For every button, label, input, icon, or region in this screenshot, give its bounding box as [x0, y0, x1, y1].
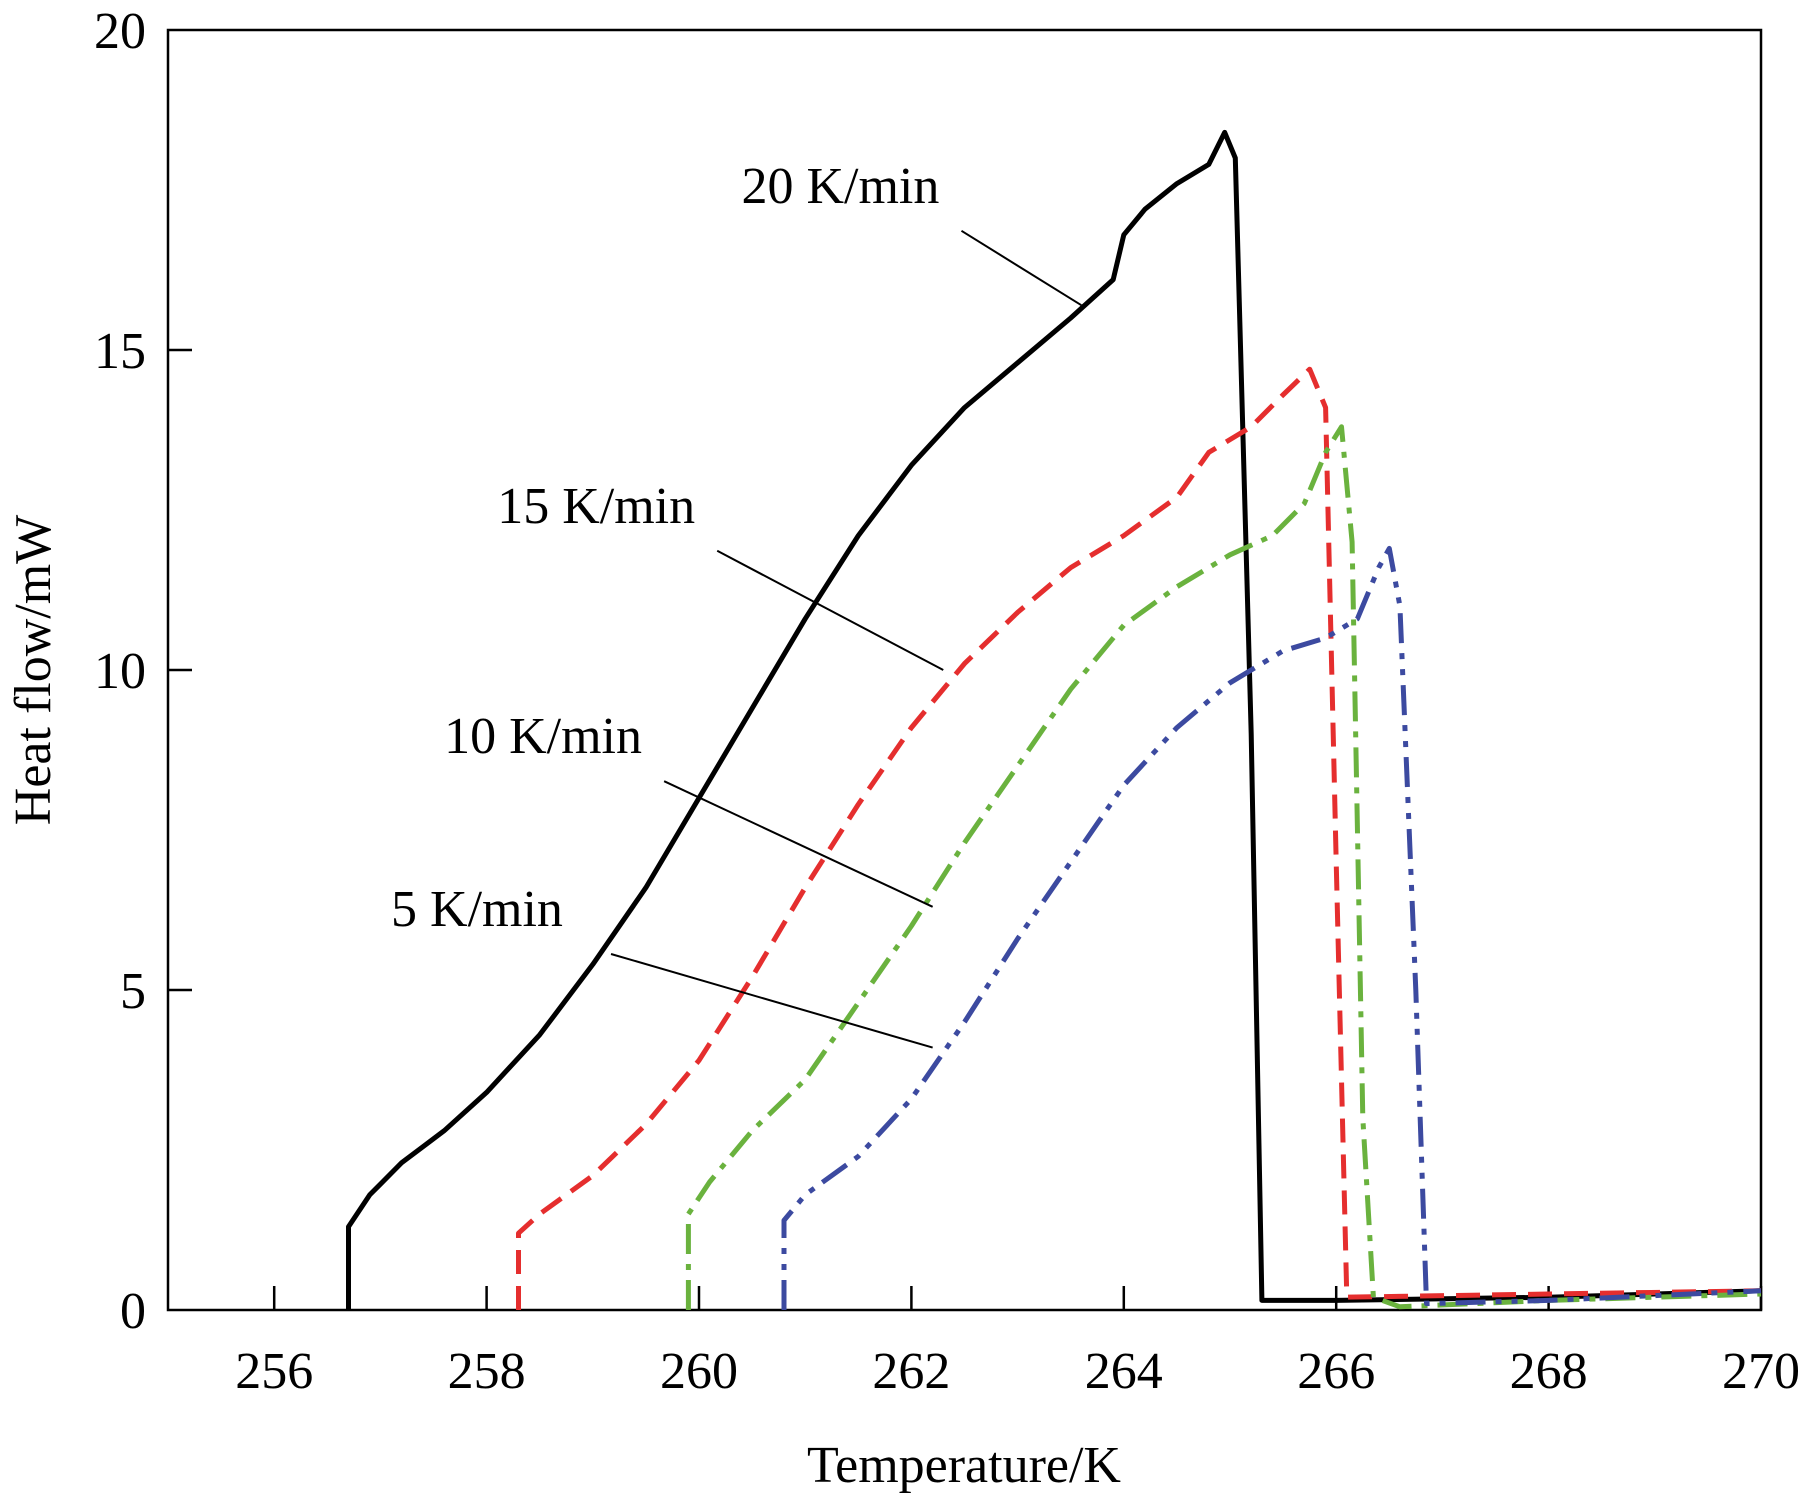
labels: 20 K/min 15 K/min 10 K/min 5 K/min [391, 158, 939, 938]
y-tick-label: 5 [120, 963, 146, 1020]
x-tick-label: 268 [1510, 1343, 1588, 1400]
y-tick-label: 20 [94, 3, 146, 60]
series-label: 15 K/min [497, 478, 695, 535]
leader-line [610, 953, 933, 1049]
x-axis-title: Temperature/K [807, 1437, 1121, 1494]
series-label: 20 K/min [741, 158, 939, 215]
y-axis-title: Heat flow/mW [5, 515, 62, 825]
x-tick-label: 266 [1297, 1343, 1375, 1400]
series-label: 5 K/min [391, 881, 563, 938]
x-tick-label: 262 [872, 1343, 950, 1400]
x-tick-label: 258 [448, 1343, 526, 1400]
y-tick-label: 10 [94, 643, 146, 700]
series-line-10-k-min [685, 424, 1762, 1310]
series-label: 10 K/min [444, 708, 642, 765]
series-line-15-k-min [516, 366, 1762, 1310]
x-tick-label: 264 [1085, 1343, 1163, 1400]
y-tick-label: 15 [94, 323, 146, 380]
axis-ticks: 256 258 260 262 264 266 268 270 0 5 10 15 20 [94, 3, 1800, 1400]
leader-line [663, 780, 934, 908]
series-line-5-k-min [781, 545, 1762, 1310]
series-line-20-k-min [346, 129, 1762, 1310]
data-series [346, 129, 1762, 1310]
label-leader-lines [610, 229, 1082, 1049]
y-tick-label: 0 [120, 1283, 146, 1340]
x-tick-label: 256 [235, 1343, 313, 1400]
x-tick-label: 260 [660, 1343, 738, 1400]
plot-frame [166, 28, 1763, 1312]
x-tick-label: 270 [1722, 1343, 1800, 1400]
leader-line [716, 549, 944, 671]
leader-line [960, 229, 1082, 307]
